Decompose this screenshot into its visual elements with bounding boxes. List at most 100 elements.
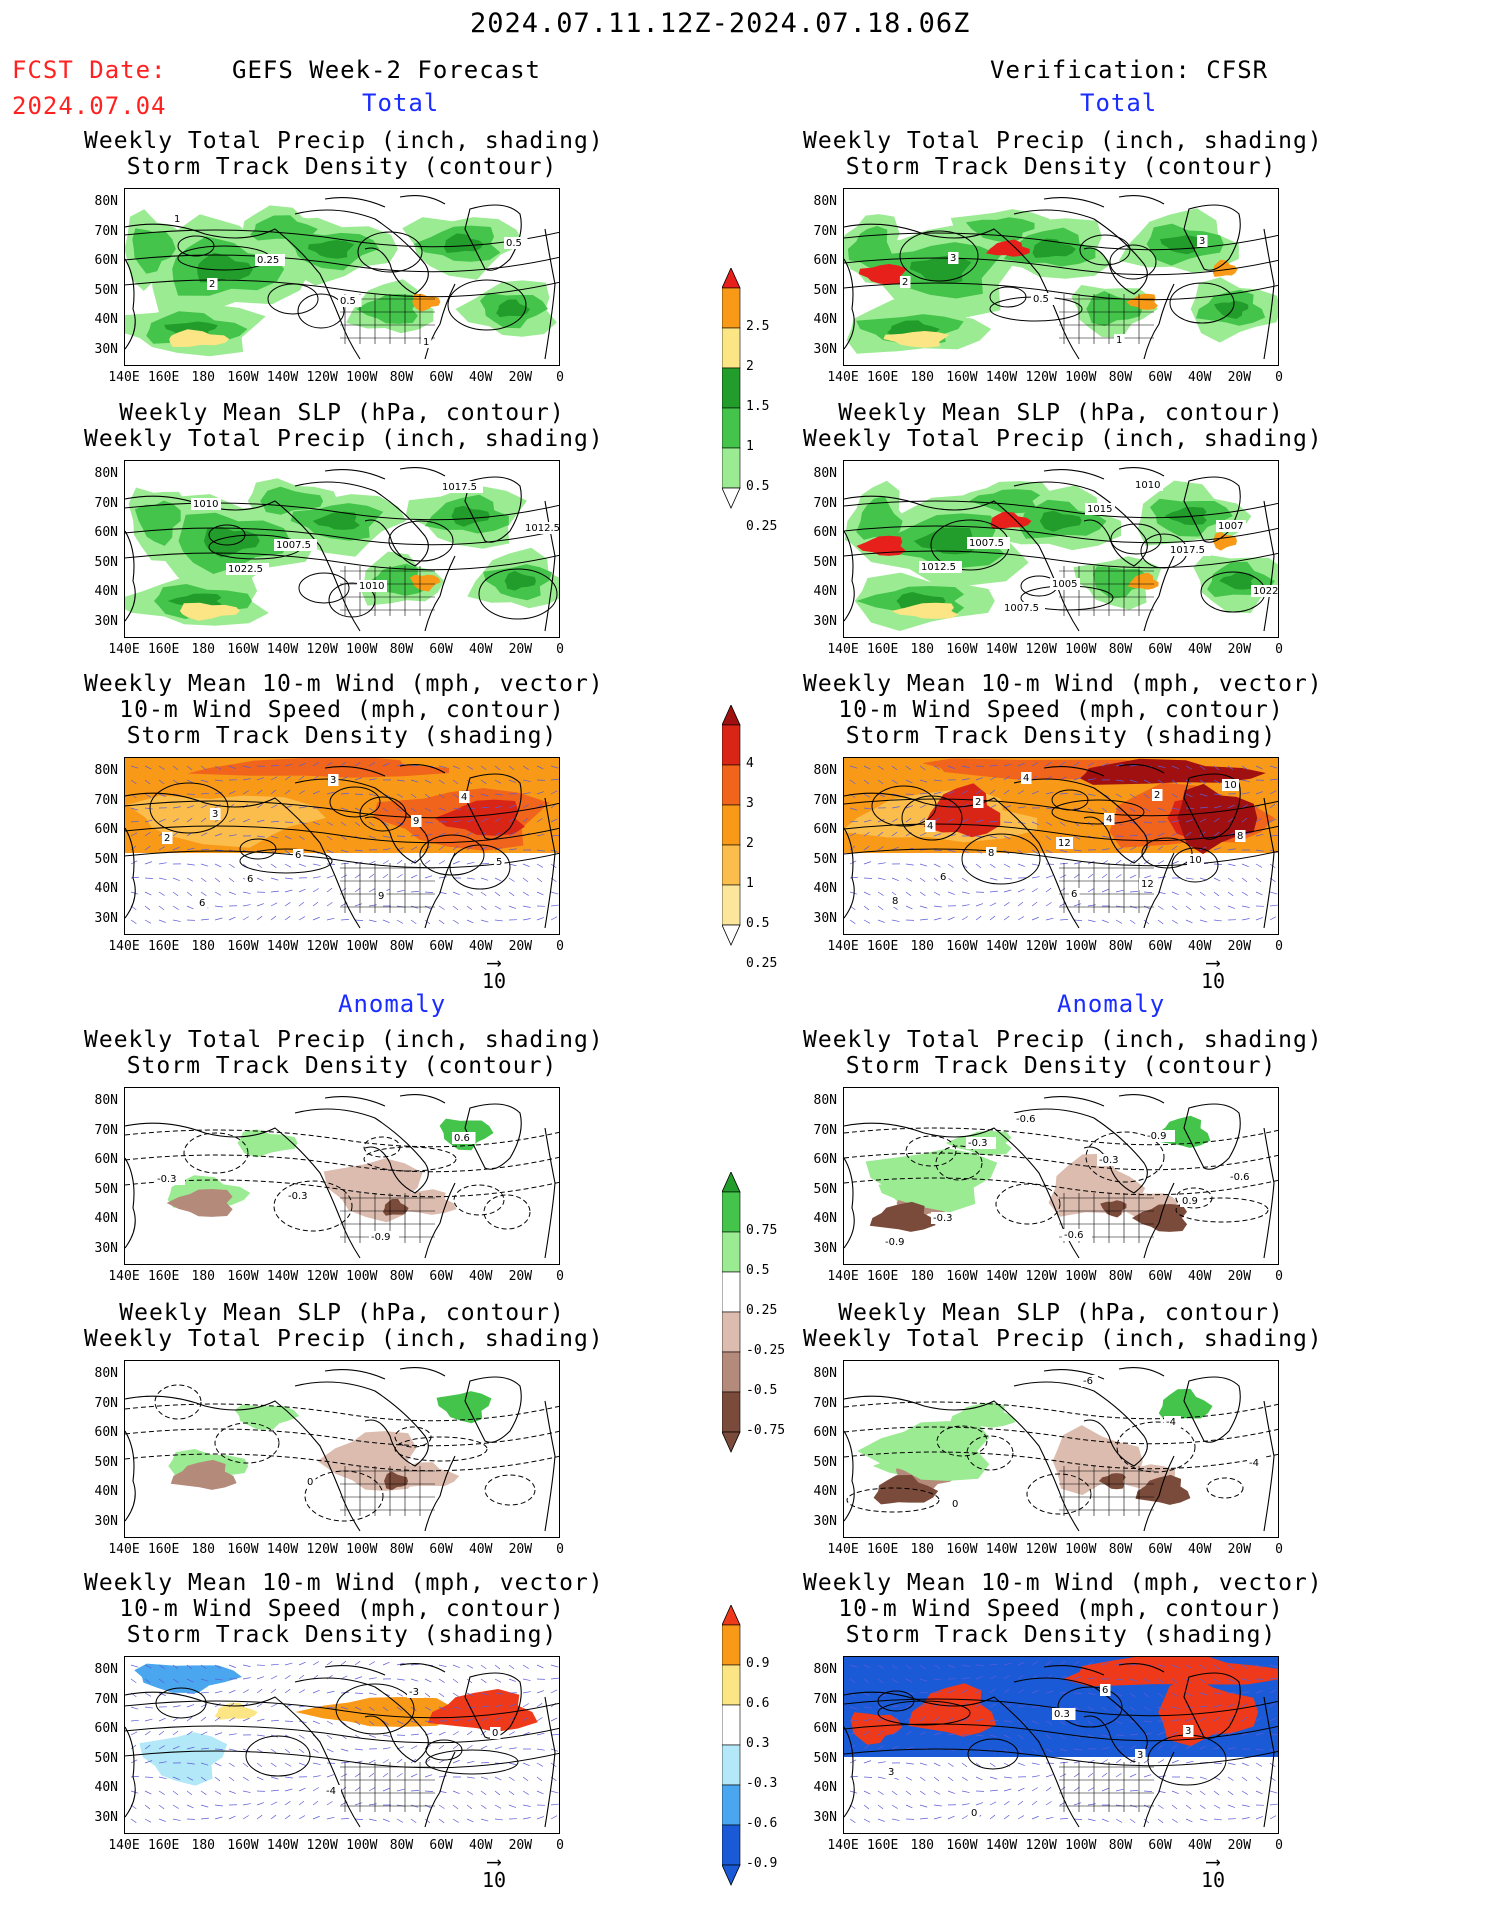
wind-vector [934,1763,940,1766]
contour-value-label: 12 [1058,838,1071,849]
wind-vector [1242,1791,1248,1795]
latitude-label: 30N [797,614,837,629]
coastline [1264,1401,1274,1531]
wind-vector [355,1749,363,1750]
longitude-label: 0 [530,939,590,954]
wind-vector [1172,1760,1179,1763]
wind-vector [327,1735,332,1739]
wind-vector [962,1816,968,1819]
wind-vector [201,878,206,882]
wind-vector [878,892,884,896]
contour-value-label: -0.9 [885,1237,905,1248]
wind-vector [229,892,236,895]
colorbar-tick-label: 3 [746,796,754,811]
contour-value-label: 4 [1023,773,1029,784]
wind-vector [1046,1775,1053,1777]
coastline [1044,1095,1164,1106]
wind-vector [327,888,332,892]
wind-vector [327,1721,333,1724]
wind-vector [257,1735,265,1736]
contour-value-label: -0.3 [157,1174,177,1185]
wind-vector [1088,1819,1095,1821]
wind-vector [976,904,983,906]
wind-vector [1018,1801,1023,1805]
wind-vector [537,878,542,882]
wind-vector [481,1805,486,1809]
latitude-label: 80N [797,1093,837,1108]
contour-value-label: -0.3 [288,1191,308,1202]
wind-vector [397,890,404,892]
wind-vector [1214,1763,1222,1764]
wind-vector [131,1665,138,1667]
verification-total-label: Total [1080,89,1157,117]
wind-vector [1102,1819,1109,1822]
wind-vector [453,861,460,864]
colorbar-swatch [722,368,740,408]
wind-vector [285,1675,290,1679]
longitude-label: 0 [1249,1542,1309,1557]
wind-vector [425,1775,432,1777]
wind-vector [864,1791,870,1794]
wind-vector [948,1777,953,1781]
wind-vector [850,1776,858,1777]
wind-vector [495,1777,501,1780]
latitude-label: 80N [78,1093,118,1108]
colorbar-top-arrow [722,705,740,725]
wind-vector [271,1749,276,1753]
wind-vector [495,892,500,896]
wind-vector [355,904,362,906]
wind-vector [201,1791,206,1795]
latitude-label: 50N [797,555,837,570]
wind-vector [906,878,912,881]
wind-vector [1130,920,1135,924]
wind-vector [271,1720,279,1721]
wind-vector [201,864,208,866]
contour-value-label: 5 [496,857,502,868]
wind-vector [934,864,940,867]
vt-wind-title-line: Storm Track Density (shading) [803,723,1319,749]
fa-slp-map: 0 [124,1360,560,1538]
wind-vector [1158,877,1166,878]
wind-vector [355,1773,360,1777]
wind-vector [1172,1819,1178,1823]
wind-vector [1214,892,1219,896]
wind-vector [159,1718,166,1721]
latitude-label: 50N [797,852,837,867]
contour-value-label: 12 [1141,879,1154,890]
wind-vector [299,1801,304,1805]
wind-vector [313,1816,320,1819]
wind-vector [509,1777,515,1781]
wind-vector [1172,861,1179,864]
colorbar-tick-label: 0.25 [746,519,777,534]
fa-precip-title-line: Storm Track Density (contour) [84,1053,600,1079]
latitude-label: 70N [78,496,118,511]
wind-vector [878,1791,884,1795]
colorbar-swatch [722,1625,740,1665]
colorbar-swatch [722,765,740,805]
wind-vector [1116,890,1123,892]
latitude-label: 40N [78,1780,118,1795]
wind-vector [411,920,416,924]
wind-vector [990,864,995,868]
wind-vector [453,1679,458,1683]
wind-vector [411,1734,419,1735]
contour-value-label: 1010 [193,499,218,510]
wind-vector [1004,1789,1011,1791]
va-precip-title-line: Storm Track Density (contour) [803,1053,1319,1079]
wind-vector [481,1679,486,1683]
vector-reference-value: 10 [1183,1868,1243,1892]
wind-vector [327,1691,334,1693]
wind-vector [1074,904,1081,906]
wind-vector [355,1803,362,1805]
fcst-date-label: FCST Date: [12,56,167,84]
wind-vector [1186,906,1191,910]
wind-vector [990,1790,998,1791]
wind-vector [313,902,318,906]
colorbar-tick-label: 2 [746,836,754,851]
wind-vector [383,874,388,878]
wind-vector [271,891,279,892]
wind-vector [934,1777,939,1781]
latitude-label: 40N [797,881,837,896]
